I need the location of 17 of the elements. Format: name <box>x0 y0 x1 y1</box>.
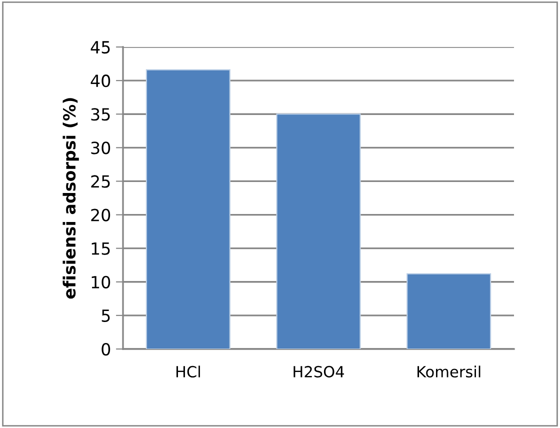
x-tick-label: H2SO4 <box>294 366 344 378</box>
y-tick-label: 25 <box>91 175 110 188</box>
x-tick-label: Komersil <box>418 366 480 378</box>
y-tick-label: 5 <box>102 310 110 322</box>
y-tick-label: 0 <box>102 342 110 356</box>
bar <box>406 273 492 349</box>
y-tick-label: 10 <box>92 276 110 288</box>
y-tick-label: 30 <box>91 142 110 154</box>
y-tick-label: 35 <box>91 108 110 121</box>
y-tick-label: 45 <box>90 41 110 54</box>
x-tick-label: HCl <box>176 366 200 378</box>
y-tick-label: 40 <box>90 74 110 88</box>
y-axis-title: efisiensi adsorpsi (%) <box>62 98 79 299</box>
bar <box>146 69 230 349</box>
y-tick-label: 20 <box>91 208 110 222</box>
y-tick-label: 15 <box>92 242 110 255</box>
bar <box>276 114 361 349</box>
